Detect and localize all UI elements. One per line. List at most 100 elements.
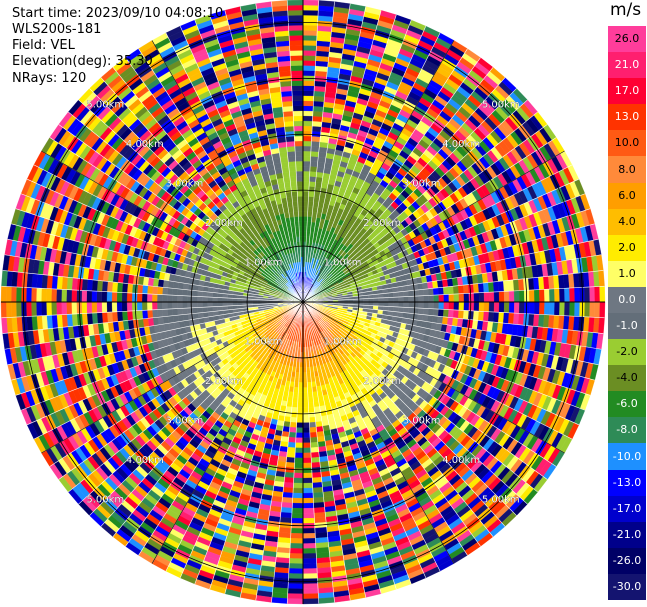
velocity-gate [290, 538, 304, 544]
velocity-gate [302, 45, 317, 51]
velocity-gate [397, 291, 404, 298]
velocity-gate [408, 301, 414, 308]
velocity-gate [283, 477, 294, 484]
velocity-gate [483, 282, 490, 293]
ray-separator [302, 3, 351, 303]
velocity-gate [292, 492, 304, 499]
velocity-gate [312, 492, 324, 499]
velocity-gate [518, 290, 525, 303]
velocity-gate [297, 402, 304, 408]
velocity-gate [302, 90, 315, 97]
velocity-gate [383, 297, 389, 303]
velocity-gate [598, 317, 605, 334]
velocity-gate [285, 462, 295, 469]
velocity-gate [488, 281, 495, 293]
velocity-gate [453, 285, 459, 295]
velocity-gate [302, 216, 308, 222]
velocity-gate [483, 311, 490, 322]
velocity-gate [311, 462, 321, 469]
velocity-gate [473, 292, 480, 303]
velocity-gate [294, 462, 304, 469]
velocity-gate [302, 170, 311, 177]
velocity-gate [296, 417, 304, 423]
velocity-gate [308, 406, 315, 413]
velocity-gate [302, 155, 311, 162]
velocity-gate [503, 280, 510, 292]
ray-separator [302, 6, 367, 303]
velocity-gate [293, 482, 304, 489]
velocity-gate [403, 296, 409, 303]
ray-separator [302, 88, 517, 303]
velocity-gate [302, 30, 318, 36]
velocity-gate [598, 270, 605, 287]
velocity-gate [315, 176, 323, 183]
velocity-gate [417, 289, 424, 297]
velocity-gate [290, 416, 298, 423]
velocity-gate [503, 301, 510, 313]
velocity-gate [292, 497, 304, 504]
velocity-gate [302, 231, 307, 237]
velocity-gate [291, 517, 304, 524]
velocity-gate [312, 110, 324, 117]
velocity-gate [468, 310, 475, 321]
velocity-gate [286, 452, 296, 458]
velocity-gate [458, 293, 465, 303]
velocity-gate [288, 436, 297, 443]
velocity-gate [302, 437, 311, 444]
velocity-gate [311, 472, 322, 479]
velocity-gate [302, 457, 312, 464]
velocity-gate [302, 422, 310, 428]
velocity-gate [549, 301, 555, 316]
velocity-gate [288, 568, 304, 574]
velocity-gate [296, 422, 304, 428]
velocity-gate [513, 301, 520, 314]
velocity-gate [402, 307, 409, 314]
velocity-gate [302, 221, 308, 227]
velocity-gate [312, 487, 324, 494]
velocity-gate [302, 181, 310, 187]
velocity-gate [308, 196, 315, 203]
velocity-gate [458, 284, 465, 294]
velocity-gate [392, 306, 399, 313]
velocity-gate [315, 421, 323, 428]
velocity-gate [314, 416, 323, 423]
velocity-gate [302, 372, 308, 378]
velocity-gate [302, 407, 309, 413]
velocity-gate [378, 301, 384, 307]
velocity-gate [453, 301, 460, 311]
velocity-gate [302, 507, 315, 514]
velocity-gate [309, 166, 318, 173]
velocity-gate [302, 145, 312, 152]
velocity-gate [298, 382, 304, 388]
velocity-gate [393, 301, 399, 308]
velocity-gate [378, 297, 384, 303]
velocity-gate [302, 538, 316, 544]
velocity-gate [302, 472, 313, 479]
velocity-gate [302, 160, 311, 167]
velocity-gate [302, 176, 310, 182]
velocity-gate [368, 301, 374, 306]
velocity-gate [302, 447, 312, 454]
velocity-gate [564, 287, 570, 303]
velocity-gate [310, 447, 319, 453]
velocity-gate [398, 301, 404, 308]
velocity-gate [302, 588, 319, 595]
velocity-gate [313, 100, 325, 107]
velocity-gate [302, 105, 314, 112]
velocity-gate [498, 280, 505, 292]
velocity-gate [302, 392, 309, 398]
velocity-gate [291, 401, 298, 408]
velocity-gate [397, 306, 404, 313]
ray-separator [302, 208, 591, 303]
velocity-gate [427, 288, 434, 296]
velocity-gate [302, 477, 313, 484]
velocity-gate [302, 558, 317, 564]
velocity-gate [443, 301, 450, 310]
velocity-gate [498, 291, 505, 303]
ray-separator [302, 67, 494, 303]
velocity-gate [569, 301, 575, 317]
ray-separator [302, 193, 586, 303]
velocity-gate [423, 295, 429, 303]
velocity-gate [292, 391, 299, 398]
ray-separator [302, 124, 548, 303]
